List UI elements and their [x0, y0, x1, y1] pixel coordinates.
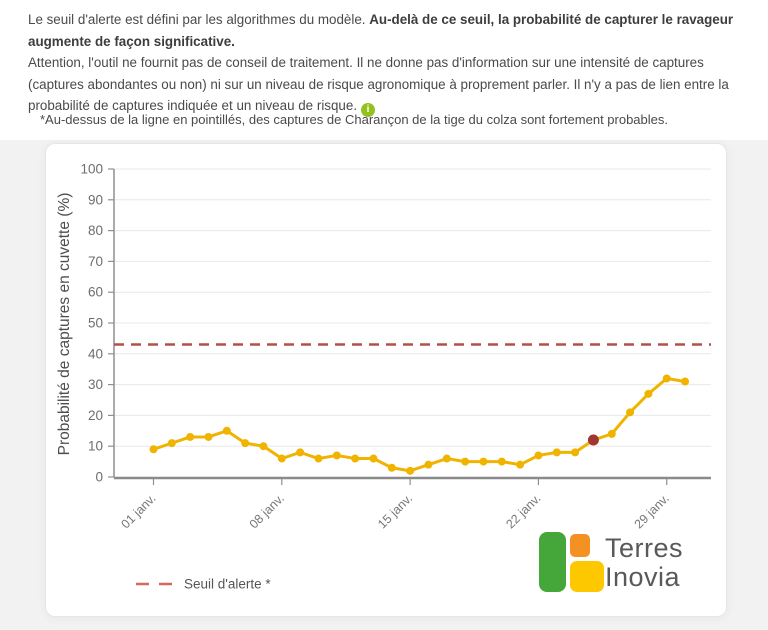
y-tick-label: 50 [88, 316, 103, 331]
intro-paragraph-caution: Attention, l'outil ne fournit pas de con… [28, 52, 750, 117]
data-point[interactable] [259, 442, 268, 451]
data-point[interactable] [167, 439, 176, 448]
info-icon[interactable]: i [361, 103, 376, 117]
data-point[interactable] [644, 389, 653, 398]
logo-orange-block [570, 534, 590, 557]
data-point[interactable] [424, 460, 433, 469]
x-tick-label: 22 janv. [503, 491, 543, 531]
logo-text: Terres Inovia [605, 534, 683, 592]
data-point[interactable] [314, 454, 323, 463]
data-point[interactable] [241, 439, 250, 448]
intro-lead-bold: Au-delà de ce seuil, la probabilité de c… [28, 12, 734, 49]
data-point[interactable] [442, 454, 451, 463]
data-point[interactable] [406, 466, 415, 475]
data-point[interactable] [222, 426, 231, 435]
data-point[interactable] [626, 408, 635, 417]
data-point[interactable] [571, 448, 580, 457]
y-axis-title: Probabilité de captures en cuvette (%) [56, 193, 73, 456]
data-point[interactable] [662, 374, 671, 383]
threshold-note: *Au-dessus de la ligne en pointillés, de… [40, 112, 668, 127]
x-tick-label: 29 janv. [632, 491, 672, 531]
data-point[interactable] [681, 377, 690, 386]
logo-green-block [539, 532, 566, 592]
legend-label[interactable]: Seuil d'alerte * [184, 577, 271, 592]
intro-text: Le seuil d'alerte est défini par les alg… [28, 9, 750, 117]
capture-probability-line [152, 376, 687, 473]
data-point[interactable] [516, 460, 525, 469]
data-point[interactable] [186, 432, 195, 441]
y-tick-label: 70 [88, 254, 103, 269]
probability-line-chart: 0 10 20 30 40 50 60 70 80 90 100 01 janv. 08 janv. 15… [56, 162, 711, 592]
logo-text-line2: Inovia [605, 562, 681, 592]
intro-lead-normal: Le seuil d'alerte est défini par les alg… [28, 12, 370, 27]
data-point[interactable] [296, 448, 305, 457]
data-point[interactable] [204, 432, 213, 441]
data-point[interactable] [351, 454, 360, 463]
data-point[interactable] [479, 457, 488, 466]
y-tick-label: 80 [88, 223, 103, 238]
data-point[interactable] [369, 454, 378, 463]
data-point[interactable] [149, 445, 158, 454]
y-tick-label: 40 [88, 346, 103, 361]
x-tick-label: 08 janv. [247, 491, 287, 531]
y-tick-label: 0 [95, 470, 103, 485]
y-tick-label: 60 [88, 285, 103, 300]
data-point[interactable] [332, 451, 341, 460]
intro-caution-text: Attention, l'outil ne fournit pas de con… [28, 55, 729, 113]
y-tick-label: 30 [88, 377, 103, 392]
logo-yellow-block [570, 561, 604, 592]
data-point[interactable] [607, 429, 616, 438]
data-point[interactable] [461, 457, 470, 466]
y-tick-label: 20 [88, 408, 103, 423]
x-tick-label: 01 janv. [118, 491, 158, 531]
y-tick-label: 90 [88, 192, 103, 207]
intro-paragraph-threshold: Le seuil d'alerte est défini par les alg… [28, 9, 750, 52]
x-tick-label: 15 janv. [375, 491, 415, 531]
chart-section: 0 10 20 30 40 50 60 70 80 90 100 01 janv. 08 janv. 15… [0, 140, 768, 630]
y-tick-label: 10 [88, 439, 103, 454]
logo-text-line1: Terres [605, 533, 684, 563]
chart-card: 0 10 20 30 40 50 60 70 80 90 100 01 janv. 08 janv. 15… [45, 143, 727, 617]
y-tick-label: 100 [80, 162, 103, 177]
data-point[interactable] [497, 457, 506, 466]
data-point[interactable] [387, 463, 396, 472]
terres-inovia-logo: Terres Inovia [539, 532, 714, 600]
data-point[interactable] [534, 451, 543, 460]
highlighted-data-point[interactable] [587, 434, 599, 446]
data-point[interactable] [277, 454, 286, 463]
data-point[interactable] [552, 448, 561, 457]
